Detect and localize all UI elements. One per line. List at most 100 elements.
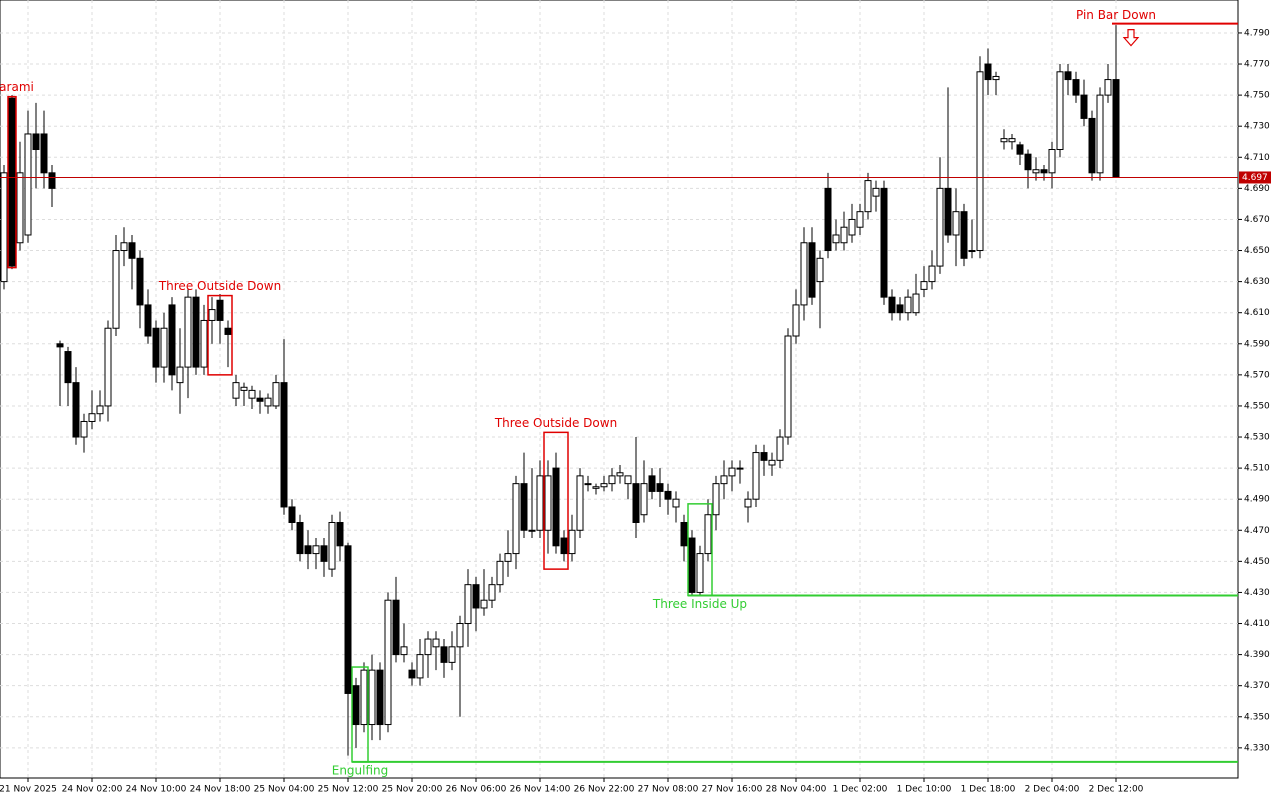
y-tick-label: 4.570 — [1244, 370, 1270, 380]
candle-body — [672, 498, 680, 508]
y-tick-label: 4.430 — [1244, 588, 1270, 598]
y-tick-label: 4.750 — [1244, 91, 1270, 101]
candle-body — [1088, 117, 1096, 174]
candle-body — [240, 386, 248, 391]
candle-body — [8, 97, 16, 267]
candle-body — [168, 304, 176, 376]
candle-body — [0, 172, 8, 283]
candle-body — [272, 382, 280, 407]
candle-body — [800, 242, 808, 306]
candle-body — [512, 483, 520, 555]
y-tick-label: 4.710 — [1244, 153, 1270, 163]
x-tick-label: 25 Nov 12:00 — [318, 785, 379, 795]
candle-body — [432, 638, 440, 648]
y-tick-label: 4.730 — [1244, 122, 1270, 132]
candle-body — [480, 599, 488, 609]
candle-body — [344, 545, 352, 694]
candle-body — [824, 187, 832, 252]
x-tick-label: 27 Nov 16:00 — [702, 785, 763, 795]
candle-body — [360, 669, 368, 726]
x-tick-label: 26 Nov 22:00 — [574, 785, 635, 795]
candle-body — [88, 413, 96, 422]
y-tick-label: 4.550 — [1244, 401, 1270, 411]
candle-body — [816, 257, 824, 283]
candle-body — [888, 296, 896, 314]
candle-body — [368, 669, 376, 726]
candle-body — [576, 475, 584, 531]
candle-body — [280, 382, 288, 508]
pattern-label: Engulfing — [332, 763, 389, 777]
candle-body — [840, 226, 848, 244]
pattern-label: Three Inside Up — [652, 597, 747, 611]
candle-body — [536, 475, 544, 531]
candle-body — [544, 475, 552, 531]
candle-body — [72, 382, 80, 438]
x-tick-label: 1 Dec 02:00 — [833, 785, 888, 795]
candle-body — [1048, 149, 1056, 174]
x-tick-label: 26 Nov 14:00 — [510, 785, 571, 795]
candle-body — [248, 389, 256, 399]
x-tick-label: 25 Nov 04:00 — [254, 785, 315, 795]
candle-body — [176, 366, 184, 384]
candle-body — [208, 309, 216, 321]
candle-body — [808, 242, 816, 298]
x-tick-label: 26 Nov 06:00 — [446, 785, 507, 795]
candle-body — [1096, 94, 1104, 174]
pattern-arrow — [1122, 29, 1140, 47]
candle-body — [920, 281, 928, 290]
candle-body — [1112, 79, 1120, 178]
x-tick-label: 28 Nov 04:00 — [766, 785, 827, 795]
pattern-box — [7, 95, 17, 269]
candle-body — [384, 599, 392, 726]
candle-body — [704, 514, 712, 555]
pattern-label: Three Outside Down — [158, 279, 281, 293]
candle-body — [144, 304, 152, 337]
candle-body — [792, 304, 800, 337]
candle-body — [912, 293, 920, 314]
candle-body — [1056, 71, 1064, 151]
candle-body — [232, 382, 240, 399]
candle-body — [184, 296, 192, 368]
candle-body — [24, 133, 32, 236]
candle-body — [496, 560, 504, 586]
candle-body — [448, 646, 456, 663]
candle-body — [584, 483, 592, 486]
candle-body — [640, 483, 648, 516]
candle-body — [984, 63, 992, 81]
y-tick-label: 4.510 — [1244, 464, 1270, 474]
candle-body — [600, 483, 608, 488]
candle-body — [296, 522, 304, 555]
y-tick-label: 4.690 — [1244, 184, 1270, 194]
candle-body — [832, 234, 840, 244]
candle-body — [648, 475, 656, 492]
candle-body — [960, 211, 968, 259]
candle-body — [904, 296, 912, 314]
candle-body — [568, 529, 576, 555]
candle-body — [592, 486, 600, 489]
candle-body — [880, 187, 888, 298]
y-tick-label: 4.470 — [1244, 526, 1270, 536]
candle-body — [304, 545, 312, 555]
candle-body — [48, 172, 56, 189]
candle-body — [560, 537, 568, 555]
candle-body — [1064, 71, 1072, 81]
x-tick-label: 24 Nov 10:00 — [126, 785, 187, 795]
candle-body — [752, 452, 760, 500]
candle-body — [1024, 153, 1032, 171]
candle-body — [848, 218, 856, 236]
candle-body — [776, 436, 784, 461]
x-tick-label: 2 Dec 04:00 — [1025, 785, 1080, 795]
candle-body — [408, 669, 416, 679]
candle-body — [336, 522, 344, 547]
candle-body — [224, 327, 232, 335]
candle-body — [760, 452, 768, 461]
candle-body — [312, 545, 320, 555]
candle-body — [608, 475, 616, 485]
candle-body — [968, 250, 976, 253]
candle-body — [200, 319, 208, 368]
y-tick-label: 4.410 — [1244, 619, 1270, 629]
y-tick-label: 4.370 — [1244, 681, 1270, 691]
candle-body — [856, 211, 864, 228]
candle-body — [616, 472, 624, 477]
